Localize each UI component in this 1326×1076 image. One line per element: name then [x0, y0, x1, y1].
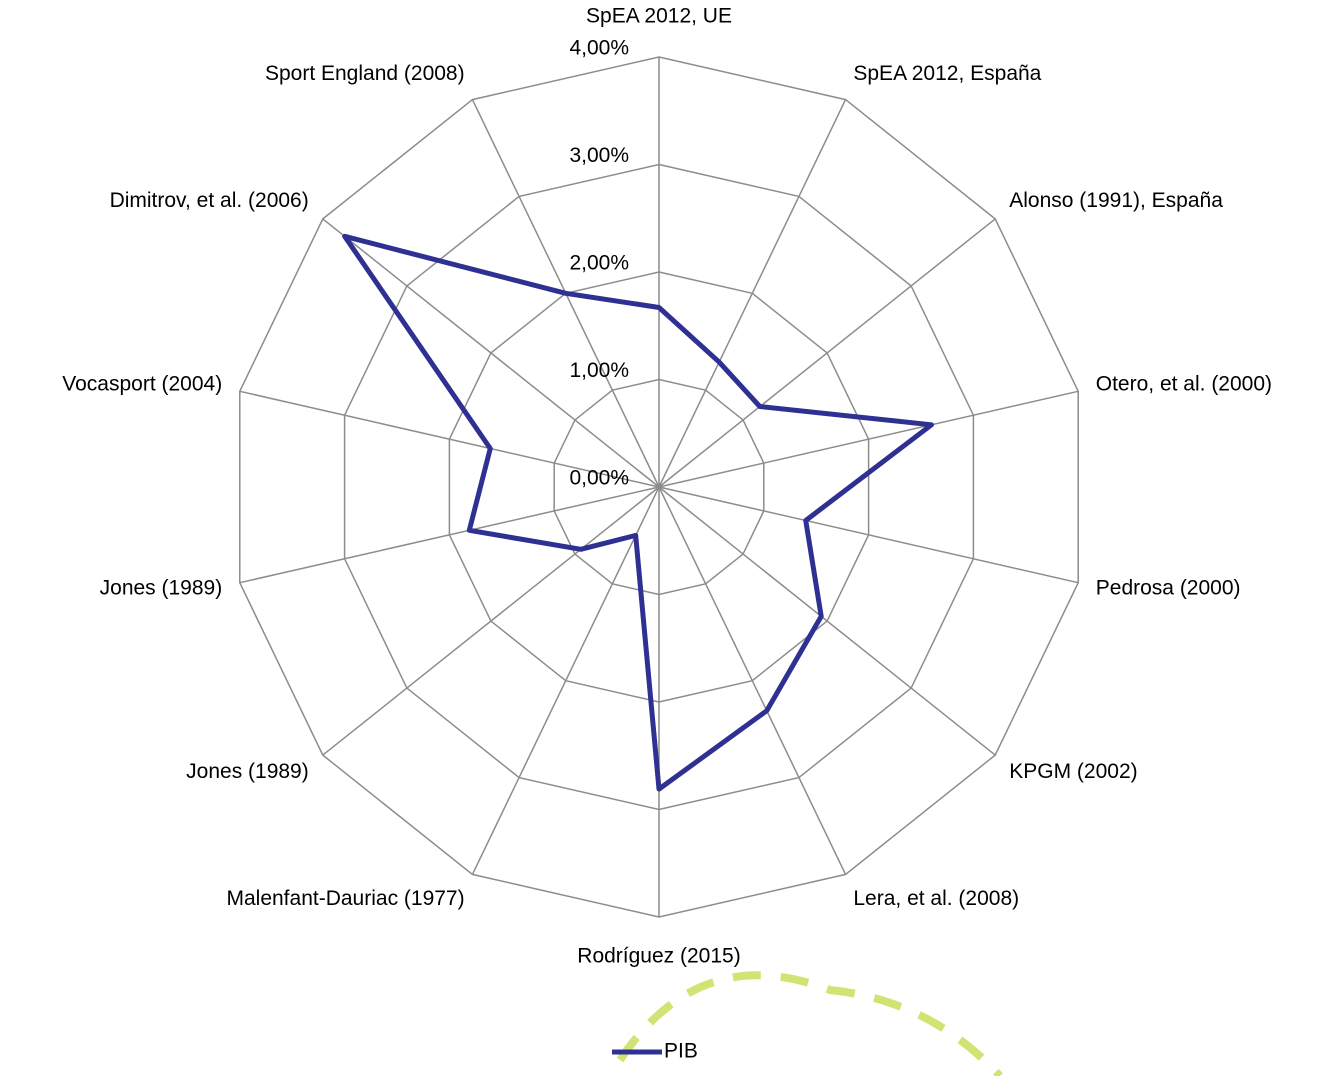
axis-spoke — [322, 218, 660, 488]
y-tick-label: 4,00% — [569, 37, 629, 60]
category-label: SpEA 2012, España — [853, 62, 1041, 85]
y-tick-label: 3,00% — [569, 144, 629, 167]
axis-spoke — [322, 486, 660, 756]
category-label: Lera, et al. (2008) — [853, 887, 1019, 910]
category-label: Dimitrov, et al. (2006) — [110, 189, 309, 212]
axis-spoke — [658, 486, 847, 875]
category-label: Sport England (2008) — [265, 62, 465, 85]
axis-spoke — [658, 390, 1079, 488]
category-label: Malenfant-Dauriac (1977) — [226, 887, 464, 910]
axis-spoke — [471, 486, 660, 875]
series-line — [342, 233, 934, 792]
category-label: Rodríguez (2015) — [577, 945, 740, 968]
category-label: SpEA 2012, UE — [586, 5, 732, 28]
axis-spoke — [658, 486, 996, 756]
axis-spoke — [658, 486, 1079, 584]
decoration — [616, 971, 1003, 1076]
category-label: Alonso (1991), España — [1009, 189, 1223, 212]
y-tick-label: 2,00% — [569, 252, 629, 275]
y-tick-label: 1,00% — [569, 359, 629, 382]
y-tick-label: 0,00% — [569, 467, 629, 490]
category-label: Otero, et al. (2000) — [1096, 373, 1272, 396]
category-label: Jones (1989) — [186, 760, 309, 783]
axis-spoke — [658, 99, 847, 488]
axis-spoke — [239, 486, 660, 584]
legend-label: PIB — [664, 1040, 698, 1063]
category-label: Pedrosa (2000) — [1096, 576, 1241, 599]
category-label: KPGM (2002) — [1009, 760, 1137, 783]
category-label: Jones (1989) — [100, 576, 223, 599]
category-label: Vocasport (2004) — [62, 373, 222, 396]
axis-spoke — [658, 218, 996, 488]
axis-spoke — [239, 390, 660, 488]
